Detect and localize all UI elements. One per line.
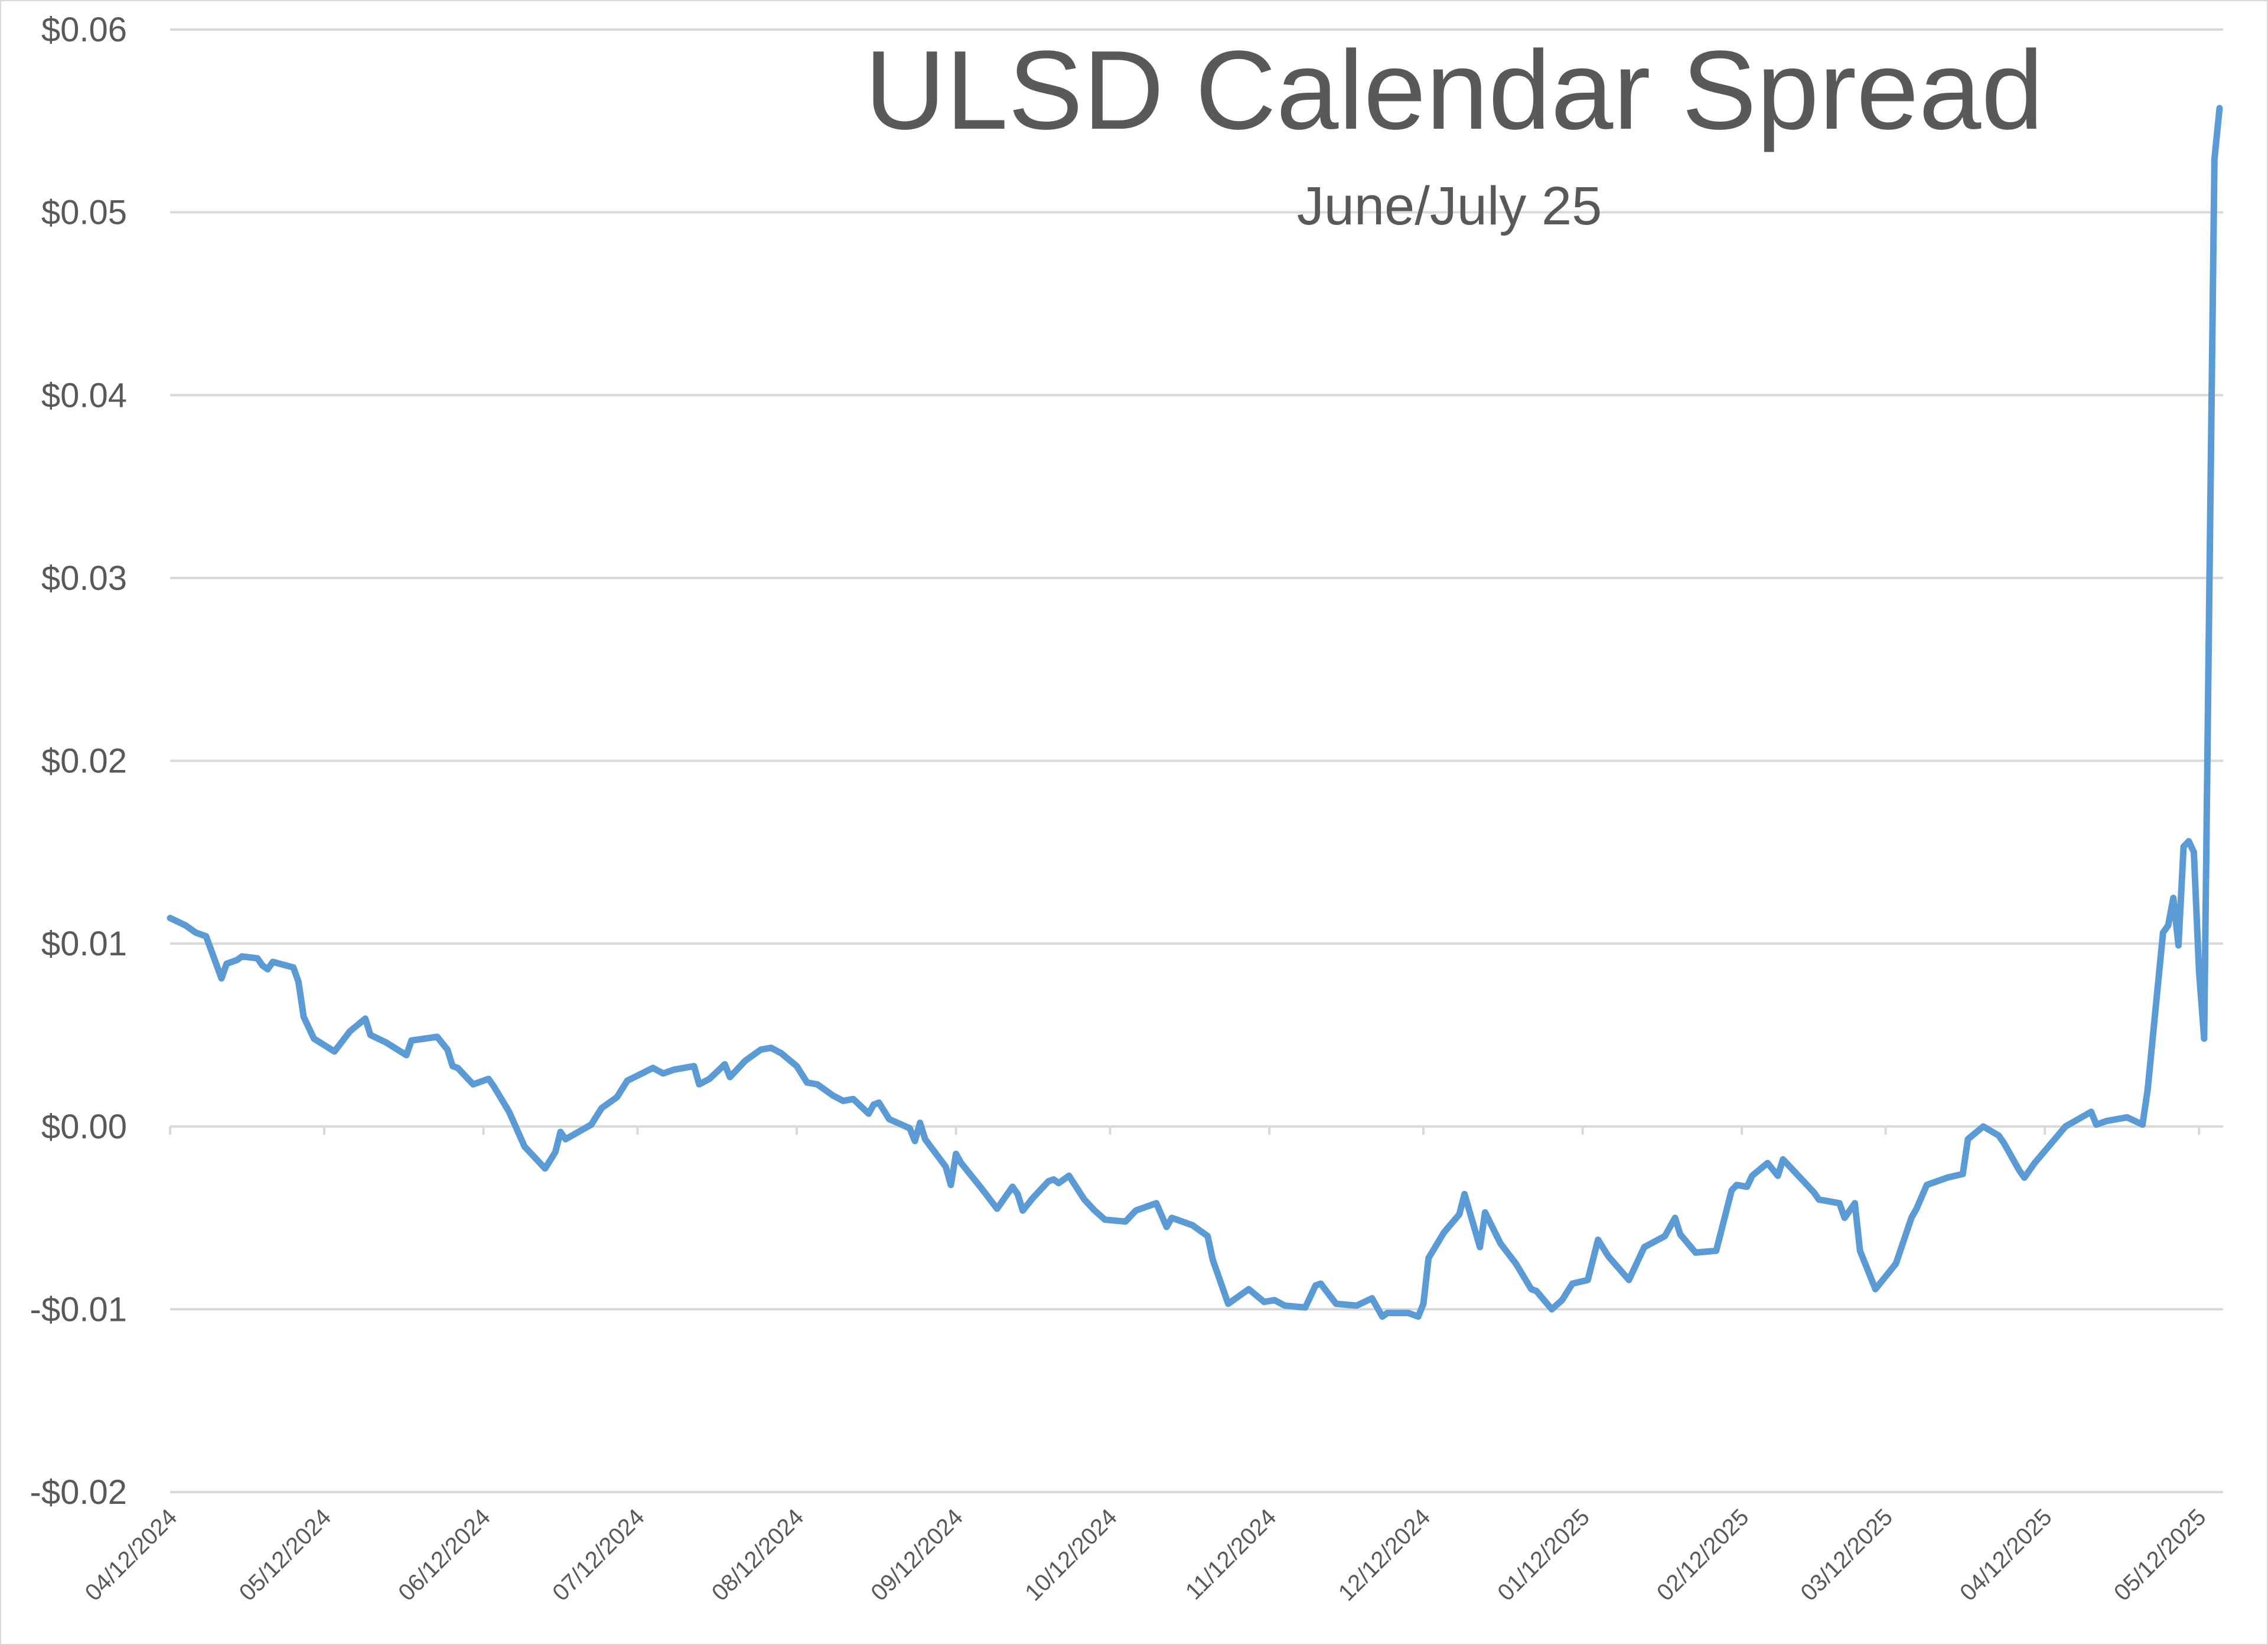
y-tick-label: $0.05 bbox=[41, 194, 127, 232]
x-tick-label: 12/12/2024 bbox=[1334, 1504, 1436, 1606]
series-line bbox=[167, 105, 2223, 1320]
chart-subtitle: June/July 25 bbox=[1297, 176, 1602, 236]
x-tick-label: 11/12/2024 bbox=[1181, 1504, 1282, 1605]
y-tick-label: $0.02 bbox=[41, 742, 127, 781]
y-axis-tick-labels: -$0.02 -$0.01 $0.00 $0.01 $0.02 $0.03 $0.04 $0.… bbox=[30, 11, 127, 1512]
x-tick-label: 03/12/2025 bbox=[1795, 1504, 1898, 1606]
x-axis bbox=[169, 1126, 2201, 1135]
x-tick-label: 04/12/2025 bbox=[1955, 1504, 2057, 1606]
x-tick-label: 10/12/2024 bbox=[1020, 1504, 1122, 1606]
y-tick-label: -$0.02 bbox=[30, 1473, 127, 1512]
x-axis-tick-labels: 04/12/2024 05/12/2024 06/12/2024 07/12/2024… bbox=[80, 1504, 2211, 1606]
x-tick-label: 06/12/2024 bbox=[393, 1504, 496, 1606]
chart-title: ULSD Calendar Spread bbox=[865, 28, 2044, 153]
x-tick-label: 05/12/2025 bbox=[2109, 1504, 2211, 1606]
y-tick-label: $0.04 bbox=[41, 376, 127, 414]
x-tick-label: 04/12/2024 bbox=[80, 1504, 183, 1606]
x-tick-label: 07/12/2024 bbox=[548, 1504, 650, 1606]
y-tick-label: $0.06 bbox=[41, 11, 127, 49]
gridlines bbox=[170, 28, 2223, 1493]
y-tick-label: $0.01 bbox=[41, 925, 127, 963]
y-tick-label: $0.03 bbox=[41, 559, 127, 598]
x-tick-label: 09/12/2024 bbox=[866, 1504, 968, 1606]
x-tick-label: 05/12/2024 bbox=[234, 1504, 337, 1606]
x-tick-label: 01/12/2025 bbox=[1493, 1504, 1595, 1606]
y-tick-label: $0.00 bbox=[41, 1108, 127, 1146]
x-tick-label: 02/12/2025 bbox=[1652, 1504, 1754, 1606]
series-group bbox=[167, 105, 2223, 1320]
x-tick-label: 08/12/2024 bbox=[707, 1504, 809, 1606]
y-tick-label: -$0.01 bbox=[30, 1290, 127, 1329]
